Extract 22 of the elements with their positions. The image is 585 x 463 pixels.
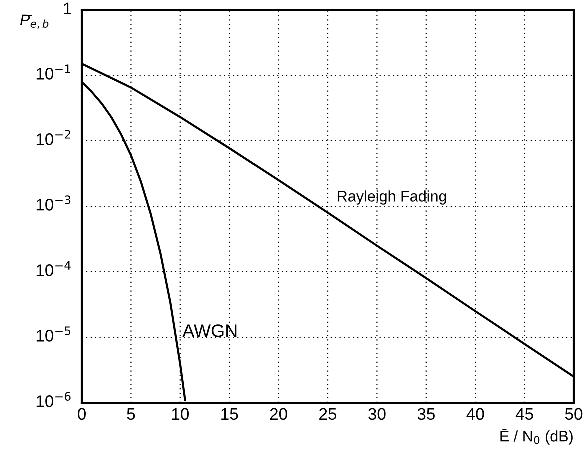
x-axis-title: Ē / N$_{0}$ (dB) bbox=[500, 429, 573, 445]
x-tick-label: 5 bbox=[127, 408, 136, 420]
x-tick-label: 20 bbox=[270, 408, 288, 420]
annotation: AWGN bbox=[182, 324, 237, 338]
y-tick-label: 10$^{−4}$ bbox=[36, 261, 71, 276]
x-tick-label: 0 bbox=[78, 408, 86, 420]
y-tick-label: 10$^{−6}$ bbox=[36, 392, 71, 408]
y-tick-label: 10$^{−2}$ bbox=[36, 130, 70, 146]
x-tick-label: 30 bbox=[368, 408, 386, 420]
x-tick-label: 50 bbox=[565, 408, 583, 420]
y-tick-label: 10$^{−1}$ bbox=[36, 64, 70, 80]
x-tick-label: 10 bbox=[172, 408, 190, 420]
x-tick-label: 45 bbox=[516, 408, 534, 420]
x-tick-label: 40 bbox=[466, 408, 484, 420]
y-tick-label: 1 bbox=[64, 2, 72, 14]
y-axis-title: P̄$_{e,b}$ bbox=[20, 14, 49, 30]
x-tick-label: 25 bbox=[320, 408, 337, 420]
annotation: Rayleigh Fading bbox=[338, 190, 446, 205]
x-tick-label: 35 bbox=[418, 408, 435, 420]
y-tick-label: 10$^{−5}$ bbox=[36, 326, 71, 342]
x-tick-label: 15 bbox=[222, 408, 238, 420]
y-tick-label: 10$^{−3}$ bbox=[36, 196, 71, 211]
